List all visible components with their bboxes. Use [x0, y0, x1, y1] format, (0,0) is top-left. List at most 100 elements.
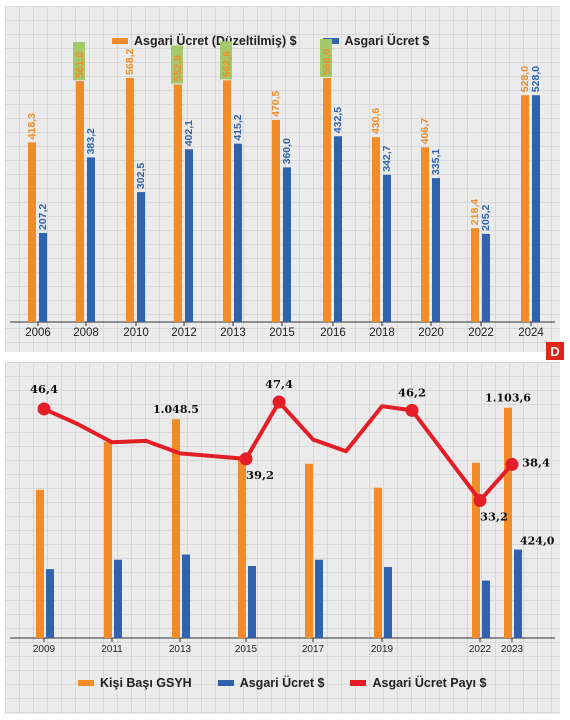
legend-item-min-wage-bottom: Asgari Ücret $ [217, 676, 325, 690]
data-label-wage-share: 33,2 [480, 509, 508, 523]
bar-adjusted-wage [272, 119, 280, 322]
legend-item-gdp-per-capita: Kişi Başı GSYH [78, 676, 192, 690]
x-tick-label: 2020 [418, 327, 444, 339]
bar-min-wage [87, 157, 95, 322]
x-tick-label: 2013 [169, 644, 192, 655]
x-tick-label: 2015 [235, 644, 258, 655]
x-tick-label: 2016 [320, 327, 346, 339]
legend-label-min-wage: Asgari Ücret $ [344, 34, 430, 48]
legend-label-min-wage-bottom: Asgari Ücret $ [239, 676, 325, 690]
data-label-wage-share: 46,4 [30, 382, 58, 396]
bar-gdp-per-capita [36, 489, 44, 638]
data-label-min-wage: 383,2 [85, 128, 97, 154]
x-tick-label: 2006 [25, 327, 51, 339]
bar-gdp-per-capita [472, 462, 480, 638]
wage-share-marker [272, 395, 286, 409]
bar-min-wage [334, 136, 342, 322]
bar-adjusted-wage [421, 147, 429, 322]
bar-gdp-per-capita [504, 407, 512, 638]
data-label-adjusted-wage: 562,6 [221, 51, 233, 77]
bar-gdp-per-capita [305, 463, 313, 638]
x-tick-label: 2018 [369, 327, 395, 339]
data-label-adjusted-wage: 218,4 [469, 199, 481, 225]
top-chart-panel [5, 6, 560, 352]
bar-min-wage-bottom [114, 559, 122, 638]
bar-min-wage-bottom [182, 554, 190, 638]
wage-share-marker [37, 402, 51, 416]
bar-gdp-per-capita [172, 419, 180, 638]
data-label-adjusted-wage: 470,5 [270, 90, 282, 116]
wage-share-marker [473, 493, 487, 507]
label-highlight [320, 39, 332, 78]
bar-min-wage [234, 143, 242, 322]
x-tick-label: 2015 [269, 327, 295, 339]
label-highlight [73, 42, 85, 81]
bar-min-wage-bottom [248, 566, 256, 638]
legend-swatch-orange [112, 38, 128, 44]
data-label-adjusted-wage: 568,2 [124, 49, 136, 75]
data-label-gdp-per-capita: 1.103,6 [485, 392, 531, 405]
bar-adjusted-wage [223, 80, 231, 322]
bar-min-wage [283, 167, 291, 322]
bar-min-wage [39, 233, 47, 322]
bar-min-wage [432, 178, 440, 322]
legend-swatch-blue [217, 680, 234, 686]
data-label-min-wage: 528,0 [530, 66, 542, 92]
x-tick-label: 2012 [171, 327, 197, 339]
bar-min-wage [383, 174, 391, 322]
data-label-wage-share: 38,4 [522, 455, 550, 469]
x-tick-label: 2010 [123, 327, 149, 339]
bar-adjusted-wage [323, 78, 331, 323]
data-label-gdp-per-capita: 1.048.5 [153, 403, 199, 416]
bar-min-wage [185, 149, 193, 322]
bar-min-wage-bottom [315, 559, 323, 638]
legend-item-adjusted-wage: Asgari Ücret (Düzeltilmiş) $ [112, 34, 297, 48]
data-label-min-wage: 432,5 [332, 107, 344, 133]
data-label-min-wage: 205,2 [480, 204, 492, 230]
x-tick-label: 2024 [518, 327, 544, 339]
bar-adjusted-wage [174, 84, 182, 322]
label-highlight [220, 41, 232, 80]
wage-share-line [42, 400, 514, 503]
data-label-min-wage: 415,2 [232, 114, 244, 140]
data-label-adjusted-wage: 552,9 [172, 55, 184, 81]
bar-min-wage-bottom [384, 567, 392, 638]
x-tick-label: 2011 [101, 644, 123, 655]
legend-swatch-orange [78, 680, 94, 686]
bar-adjusted-wage [471, 228, 479, 322]
label-highlight [171, 45, 183, 84]
bar-min-wage-bottom [482, 580, 490, 638]
bar-min-wage [532, 95, 540, 323]
bar-min-wage [482, 233, 490, 322]
bottom-chart-panel [5, 362, 560, 714]
wage-share-marker [505, 457, 519, 471]
x-tick-label: 2023 [501, 644, 524, 655]
x-tick-label: 2022 [468, 327, 494, 339]
data-label-min-wage: 302,5 [135, 163, 147, 189]
legend-item-wage-share: Asgari Ücret Payı $ [350, 676, 486, 690]
bar-adjusted-wage [521, 95, 529, 323]
bar-adjusted-wage [76, 81, 84, 322]
x-tick-label: 2013 [220, 327, 246, 339]
data-label-adjusted-wage: 418,3 [26, 113, 38, 139]
bar-min-wage-bottom [46, 569, 54, 638]
bar-gdp-per-capita [104, 441, 112, 638]
bar-min-wage-bottom [514, 549, 522, 638]
bar-adjusted-wage [126, 77, 134, 322]
data-label-min-wage: 402,1 [183, 120, 195, 146]
data-label-min-wage: 342,7 [381, 145, 393, 171]
data-label-adjusted-wage: 430,6 [370, 108, 382, 134]
data-label-wage-share: 46,2 [398, 385, 426, 399]
legend-label-gdp-per-capita: Kişi Başı GSYH [100, 676, 192, 690]
bar-gdp-per-capita [374, 487, 382, 638]
data-label-adjusted-wage: 406,7 [419, 118, 431, 144]
legend-label-adjusted-wage: Asgari Ücret (Düzeltilmiş) $ [134, 34, 297, 48]
data-label-min-wage: 360,0 [281, 138, 293, 164]
data-label-min-wage-bottom: 424,0 [520, 535, 555, 548]
x-tick-label: 2009 [33, 644, 56, 655]
bar-min-wage [137, 192, 145, 322]
bottom-legend: Kişi Başı GSYH Asgari Ücret $ Asgari Ücr… [78, 676, 512, 690]
data-label-wage-share: 47,4 [265, 377, 293, 391]
bar-adjusted-wage [372, 137, 380, 322]
